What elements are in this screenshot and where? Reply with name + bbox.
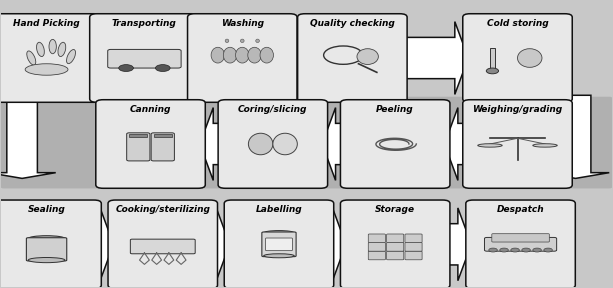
FancyBboxPatch shape [463,14,573,102]
Polygon shape [322,108,346,180]
Polygon shape [82,22,96,94]
Ellipse shape [264,231,294,235]
Text: Cold storing: Cold storing [487,19,549,28]
Circle shape [500,248,508,252]
FancyBboxPatch shape [387,234,404,242]
FancyBboxPatch shape [151,133,174,161]
FancyBboxPatch shape [96,100,205,188]
Ellipse shape [25,64,68,75]
Circle shape [489,248,497,252]
Circle shape [522,248,530,252]
FancyBboxPatch shape [262,232,296,257]
FancyBboxPatch shape [484,237,557,251]
Polygon shape [180,22,194,94]
FancyBboxPatch shape [131,239,195,254]
Polygon shape [212,208,230,281]
FancyBboxPatch shape [265,238,292,251]
FancyBboxPatch shape [298,14,407,102]
Ellipse shape [27,51,36,65]
FancyBboxPatch shape [108,200,218,288]
FancyBboxPatch shape [387,242,404,251]
Polygon shape [0,95,56,178]
Bar [154,134,172,137]
Circle shape [544,248,552,252]
Ellipse shape [248,47,261,63]
Polygon shape [328,208,346,281]
Text: Peeling: Peeling [376,105,414,113]
FancyBboxPatch shape [26,238,67,261]
Ellipse shape [256,39,259,43]
FancyBboxPatch shape [1,97,612,188]
Text: Coring/slicing: Coring/slicing [238,105,308,113]
FancyBboxPatch shape [387,251,404,260]
Polygon shape [290,22,303,94]
FancyBboxPatch shape [218,100,327,188]
Text: Despatch: Despatch [497,205,544,214]
Circle shape [486,68,498,74]
FancyBboxPatch shape [340,100,450,188]
Ellipse shape [235,47,249,63]
Polygon shape [542,95,609,178]
FancyBboxPatch shape [368,234,386,242]
Ellipse shape [211,47,224,63]
FancyBboxPatch shape [224,200,333,288]
Bar [129,134,148,137]
FancyBboxPatch shape [405,234,422,242]
Circle shape [511,248,519,252]
FancyBboxPatch shape [188,14,297,102]
Text: Washing: Washing [221,19,264,28]
FancyBboxPatch shape [89,14,199,102]
Ellipse shape [517,49,542,67]
Ellipse shape [28,257,65,263]
Ellipse shape [240,39,244,43]
Bar [490,48,495,71]
Ellipse shape [225,39,229,43]
Ellipse shape [49,39,56,54]
FancyBboxPatch shape [127,133,150,161]
Text: Hand Picking: Hand Picking [13,19,80,28]
Ellipse shape [273,133,297,155]
FancyBboxPatch shape [368,251,386,260]
Ellipse shape [67,50,75,64]
FancyBboxPatch shape [0,200,101,288]
Ellipse shape [248,133,273,155]
Ellipse shape [58,42,66,56]
Text: Transporting: Transporting [112,19,177,28]
Ellipse shape [260,47,273,63]
Ellipse shape [357,49,378,65]
FancyBboxPatch shape [108,50,181,68]
FancyBboxPatch shape [492,234,549,242]
Ellipse shape [28,236,65,241]
Circle shape [533,248,541,252]
Text: Cooking/sterilizing: Cooking/sterilizing [115,205,210,214]
Circle shape [156,65,170,71]
Ellipse shape [478,144,502,147]
Text: Canning: Canning [130,105,171,113]
FancyBboxPatch shape [405,242,422,251]
Polygon shape [200,108,224,180]
Ellipse shape [223,47,237,63]
Text: Weighing/grading: Weighing/grading [473,105,563,113]
Text: Labelling: Labelling [256,205,302,214]
Text: Sealing: Sealing [28,205,66,214]
Polygon shape [444,108,468,180]
FancyBboxPatch shape [463,100,573,188]
FancyBboxPatch shape [466,200,576,288]
FancyBboxPatch shape [405,251,422,260]
Ellipse shape [37,42,44,56]
Polygon shape [444,208,471,281]
FancyBboxPatch shape [368,242,386,251]
Ellipse shape [533,144,557,147]
Text: Storage: Storage [375,205,415,214]
FancyBboxPatch shape [340,200,450,288]
Ellipse shape [264,254,294,258]
Circle shape [119,65,134,71]
Text: Quality checking: Quality checking [310,19,395,28]
Polygon shape [96,208,113,281]
FancyBboxPatch shape [0,14,101,102]
Polygon shape [402,22,468,94]
